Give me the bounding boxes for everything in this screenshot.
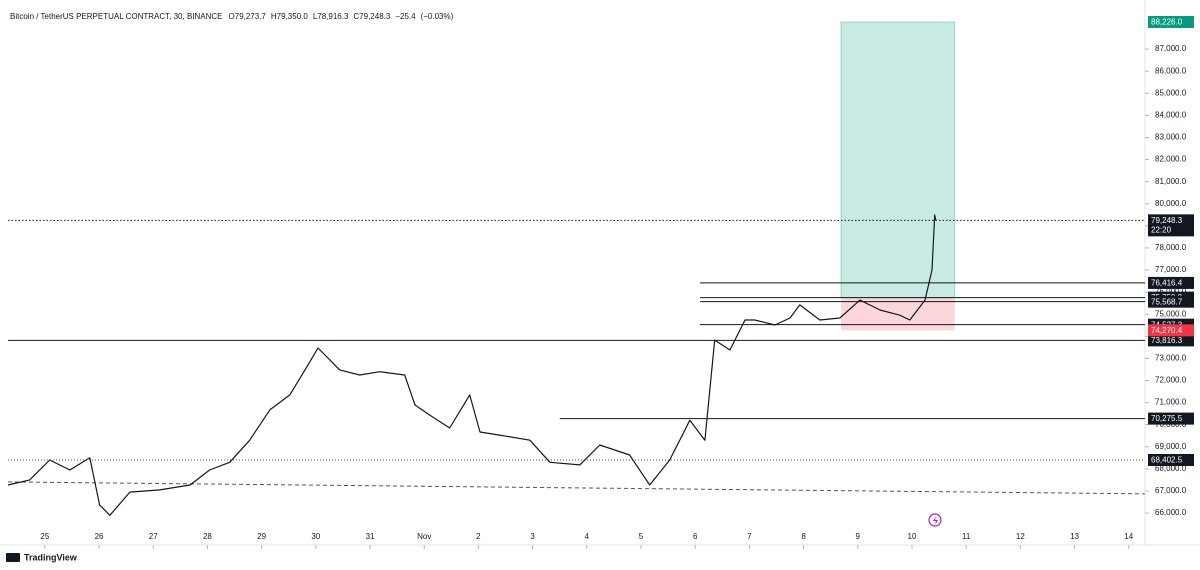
y-tick-label: 80,000.0: [1155, 199, 1187, 208]
header-value: L78,916.3: [313, 12, 349, 21]
x-tick-label: 5: [639, 532, 644, 541]
header-value: H79,350.0: [271, 12, 308, 21]
x-tick-label: 2: [476, 532, 481, 541]
y-tick-label: 66,000.0: [1155, 508, 1187, 517]
x-tick-label: 26: [95, 532, 104, 541]
event-icon: [928, 513, 942, 527]
x-tick-label: 31: [366, 532, 375, 541]
header-value: C79,248.3: [353, 12, 390, 21]
y-tick-label: 78,000.0: [1155, 243, 1187, 252]
level-label: 70,275.5: [1151, 414, 1183, 423]
level-label-box: [1148, 412, 1194, 425]
level-label-box: [1148, 453, 1194, 466]
y-tick-label: 85,000.0: [1155, 88, 1187, 97]
y-tick-label: 71,000.0: [1155, 398, 1187, 407]
target-zone: [840, 21, 956, 299]
trendline: [7, 481, 1146, 495]
level-label: 76,416.4: [1151, 279, 1183, 288]
y-tick-label: 68,000.0: [1155, 464, 1187, 473]
event-bolt: [933, 516, 938, 525]
x-tick-label: 3: [530, 532, 535, 541]
x-tick-label: 13: [1070, 532, 1079, 541]
level-label-box: [1148, 276, 1194, 289]
current-price-box: [1148, 214, 1194, 237]
x-tick-label: 14: [1124, 532, 1133, 541]
y-tick-label: 82,000.0: [1155, 155, 1187, 164]
price-line: [7, 214, 937, 516]
countdown: 22:20: [1151, 225, 1172, 234]
x-tick-label: 12: [1016, 532, 1025, 541]
header-value: O79,273.7: [229, 12, 267, 21]
stop-label-box: [1148, 324, 1194, 337]
current-price-label: 79,248.3: [1151, 216, 1183, 225]
header-values: O79,273.7 H79,350.0 L78,916.3 C79,248.3 −25.…: [229, 12, 454, 21]
y-tick-label: 72,000.0: [1155, 376, 1187, 385]
x-tick-label: 8: [801, 532, 806, 541]
x-tick-label: 30: [311, 532, 320, 541]
x-tick-label: 25: [40, 532, 49, 541]
x-tick-label: 29: [257, 532, 266, 541]
logo: [6, 553, 20, 562]
level-label-box: [1148, 334, 1194, 347]
target-label: 88,226.0: [1151, 18, 1183, 27]
chart-title: Bitcoin / TetherUS PERPETUAL CONTRACT, 3…: [10, 12, 223, 21]
x-tick-label: 9: [856, 532, 861, 541]
x-tick-label: 4: [585, 532, 590, 541]
y-tick-label: 67,000.0: [1155, 486, 1187, 495]
y-tick-label: 73,000.0: [1155, 354, 1187, 363]
x-tick-label: 6: [693, 532, 698, 541]
y-tick-label: 87,000.0: [1155, 44, 1187, 53]
level-label: 68,402.5: [1151, 456, 1183, 465]
x-tick-label: 28: [203, 532, 212, 541]
footer: TradingView: [24, 552, 78, 562]
x-tick-label: Nov: [417, 532, 431, 541]
header-value: −25.4: [395, 12, 416, 21]
y-tick-label: 84,000.0: [1155, 110, 1187, 119]
y-tick-label: 69,000.0: [1155, 442, 1187, 451]
level-label-box: [1148, 295, 1194, 308]
level-label: 75,568.7: [1151, 297, 1183, 306]
x-tick-label: 7: [747, 532, 752, 541]
x-tick-label: 27: [149, 532, 158, 541]
y-tick-label: 81,000.0: [1155, 177, 1187, 186]
x-tick-label: 11: [962, 532, 971, 541]
level-label: 73,816.3: [1151, 336, 1183, 345]
y-tick-label: 83,000.0: [1155, 133, 1187, 142]
y-tick-label: 75,000.0: [1155, 309, 1187, 318]
y-tick-label: 77,000.0: [1155, 265, 1187, 274]
header-value: (−0.03%): [421, 12, 454, 21]
stop-label: 74,270.4: [1151, 326, 1183, 335]
y-tick-label: 86,000.0: [1155, 66, 1187, 75]
target-label-box: [1148, 16, 1194, 29]
x-tick-label: 10: [908, 532, 917, 541]
